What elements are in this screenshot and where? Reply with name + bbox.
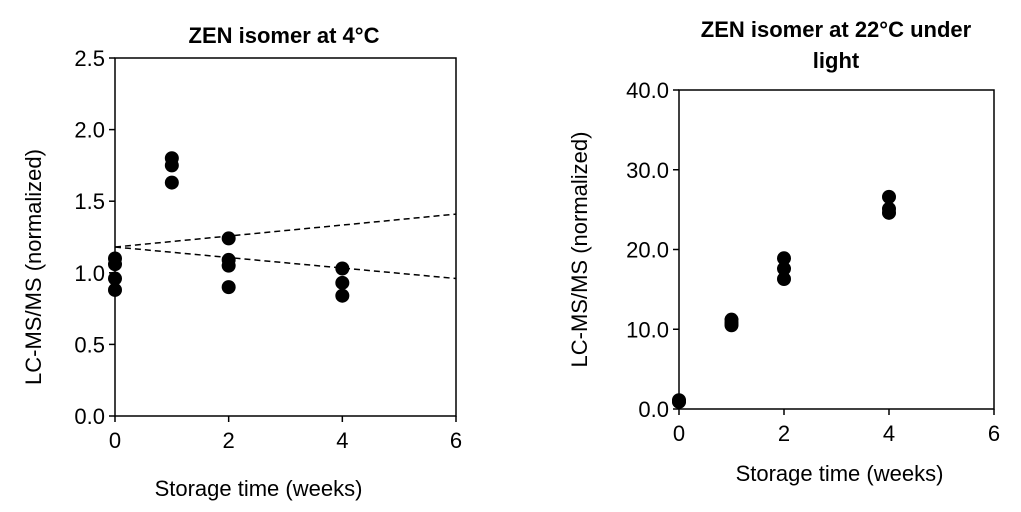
data-point bbox=[882, 189, 896, 204]
y-tick-label: 1.0 bbox=[74, 261, 105, 286]
data-point bbox=[672, 393, 686, 408]
data-point bbox=[882, 205, 896, 220]
x-tick-label: 6 bbox=[988, 421, 1000, 446]
y-tick-label: 2.0 bbox=[74, 118, 105, 143]
y-tick-label: 40.0 bbox=[626, 78, 669, 103]
data-point bbox=[335, 275, 350, 290]
y-tick-label: 10.0 bbox=[626, 317, 669, 342]
chart-title-line: light bbox=[813, 48, 860, 73]
y-tick-label: 0.0 bbox=[638, 397, 669, 422]
x-tick-label: 0 bbox=[109, 428, 121, 453]
y-tick-label: 2.5 bbox=[74, 46, 105, 71]
data-point bbox=[108, 257, 122, 272]
y-axis-label: LC-MS/MS (normalized) bbox=[567, 132, 592, 368]
chart-title-line: ZEN isomer at 22°C under bbox=[701, 17, 972, 42]
data-point bbox=[335, 288, 350, 303]
data-point bbox=[777, 272, 791, 287]
data-point bbox=[221, 280, 236, 295]
data-point bbox=[221, 258, 236, 273]
y-tick-label: 20.0 bbox=[626, 238, 669, 263]
data-point bbox=[164, 158, 179, 173]
trend-line bbox=[114, 213, 457, 248]
data-point bbox=[108, 271, 122, 286]
chart-title: ZEN isomer at 4°C bbox=[189, 23, 380, 48]
data-point bbox=[164, 175, 179, 190]
x-tick-label: 0 bbox=[673, 421, 685, 446]
y-tick-label: 0.0 bbox=[74, 404, 105, 429]
data-point bbox=[724, 318, 739, 333]
x-tick-label: 2 bbox=[778, 421, 790, 446]
x-tick-label: 4 bbox=[336, 428, 348, 453]
x-axis-label: Storage time (weeks) bbox=[155, 476, 363, 501]
y-tick-label: 0.5 bbox=[74, 332, 105, 357]
data-point bbox=[777, 251, 791, 266]
x-axis-label: Storage time (weeks) bbox=[736, 461, 944, 486]
data-point bbox=[108, 282, 122, 297]
plot-frame bbox=[114, 57, 457, 417]
y-tick-label: 30.0 bbox=[626, 158, 669, 183]
y-axis-label: LC-MS/MS (normalized) bbox=[21, 149, 46, 385]
x-tick-label: 2 bbox=[223, 428, 235, 453]
trend-line bbox=[114, 246, 457, 280]
chart-2: ZEN isomer at 22°C under light 0.0 10.0 20.0… bbox=[567, 17, 1000, 486]
data-point bbox=[335, 261, 350, 276]
plot-frame bbox=[678, 89, 995, 410]
x-tick-label: 6 bbox=[450, 428, 462, 453]
x-tick-label: 4 bbox=[883, 421, 895, 446]
data-point bbox=[777, 261, 791, 276]
y-tick-label: 1.5 bbox=[74, 189, 105, 214]
chart-1: ZEN isomer at 4°C 0.0 0.5 1.0 1.5 2.0 2.5 0 2 4 6 S… bbox=[21, 23, 462, 501]
data-point bbox=[221, 231, 236, 246]
